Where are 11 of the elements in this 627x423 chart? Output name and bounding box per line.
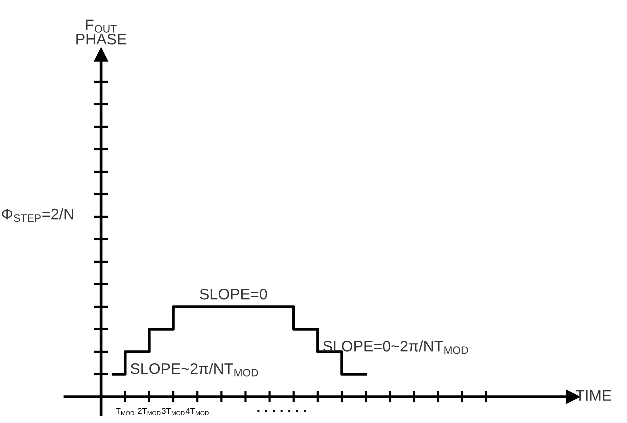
x-tick-label: 2T$_{MOD}$ — [138, 408, 161, 416]
annotation: SLOPE=0 — [200, 288, 268, 300]
text: Φ$_{STEP}$=2/N — [2, 208, 74, 222]
x-axis-title: TIME — [576, 390, 612, 401]
text: . . . . . . . — [258, 410, 306, 412]
annotation: SLOPE~2π/NT$_{MOD}$ — [130, 363, 258, 377]
x-tick-label: 3T$_{MOD}$ — [162, 408, 185, 416]
x-tick-label: T$_{MOD}$ — [116, 408, 134, 416]
text: F$_{OUT}$ PHASE — [76, 20, 127, 45]
annotation: SLOPE=0~2π/NT$_{MOD}$ — [323, 340, 468, 354]
x-tick-label: 4T$_{MOD}$ — [186, 408, 209, 416]
